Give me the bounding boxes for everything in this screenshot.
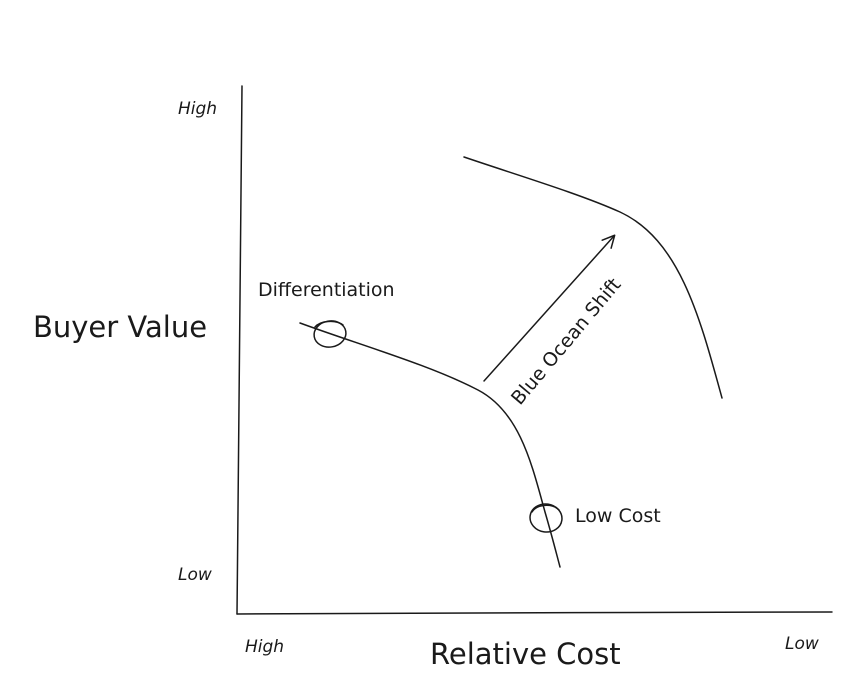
blue-ocean-curve [463, 156, 723, 399]
y-axis-title: Buyer Value [33, 310, 207, 344]
x-axis-title: Relative Cost [430, 637, 621, 671]
x-axis-low-label: Low [785, 634, 819, 654]
y-axis-low-label: Low [178, 565, 212, 585]
low-cost-label: Low Cost [575, 505, 661, 527]
blue-ocean-shift-arrow [483, 234, 616, 382]
x-axis-high-label: High [245, 637, 284, 657]
existing-value-curve [299, 322, 561, 568]
x-axis-line [236, 611, 833, 615]
blue-ocean-shift-label: Blue Ocean Shift [507, 274, 625, 409]
differentiation-label: Differentiation [258, 279, 395, 301]
differentiation-point [313, 320, 347, 348]
y-axis-high-label: High [178, 99, 217, 119]
y-axis-line [236, 85, 243, 615]
low-cost-point [529, 503, 563, 533]
